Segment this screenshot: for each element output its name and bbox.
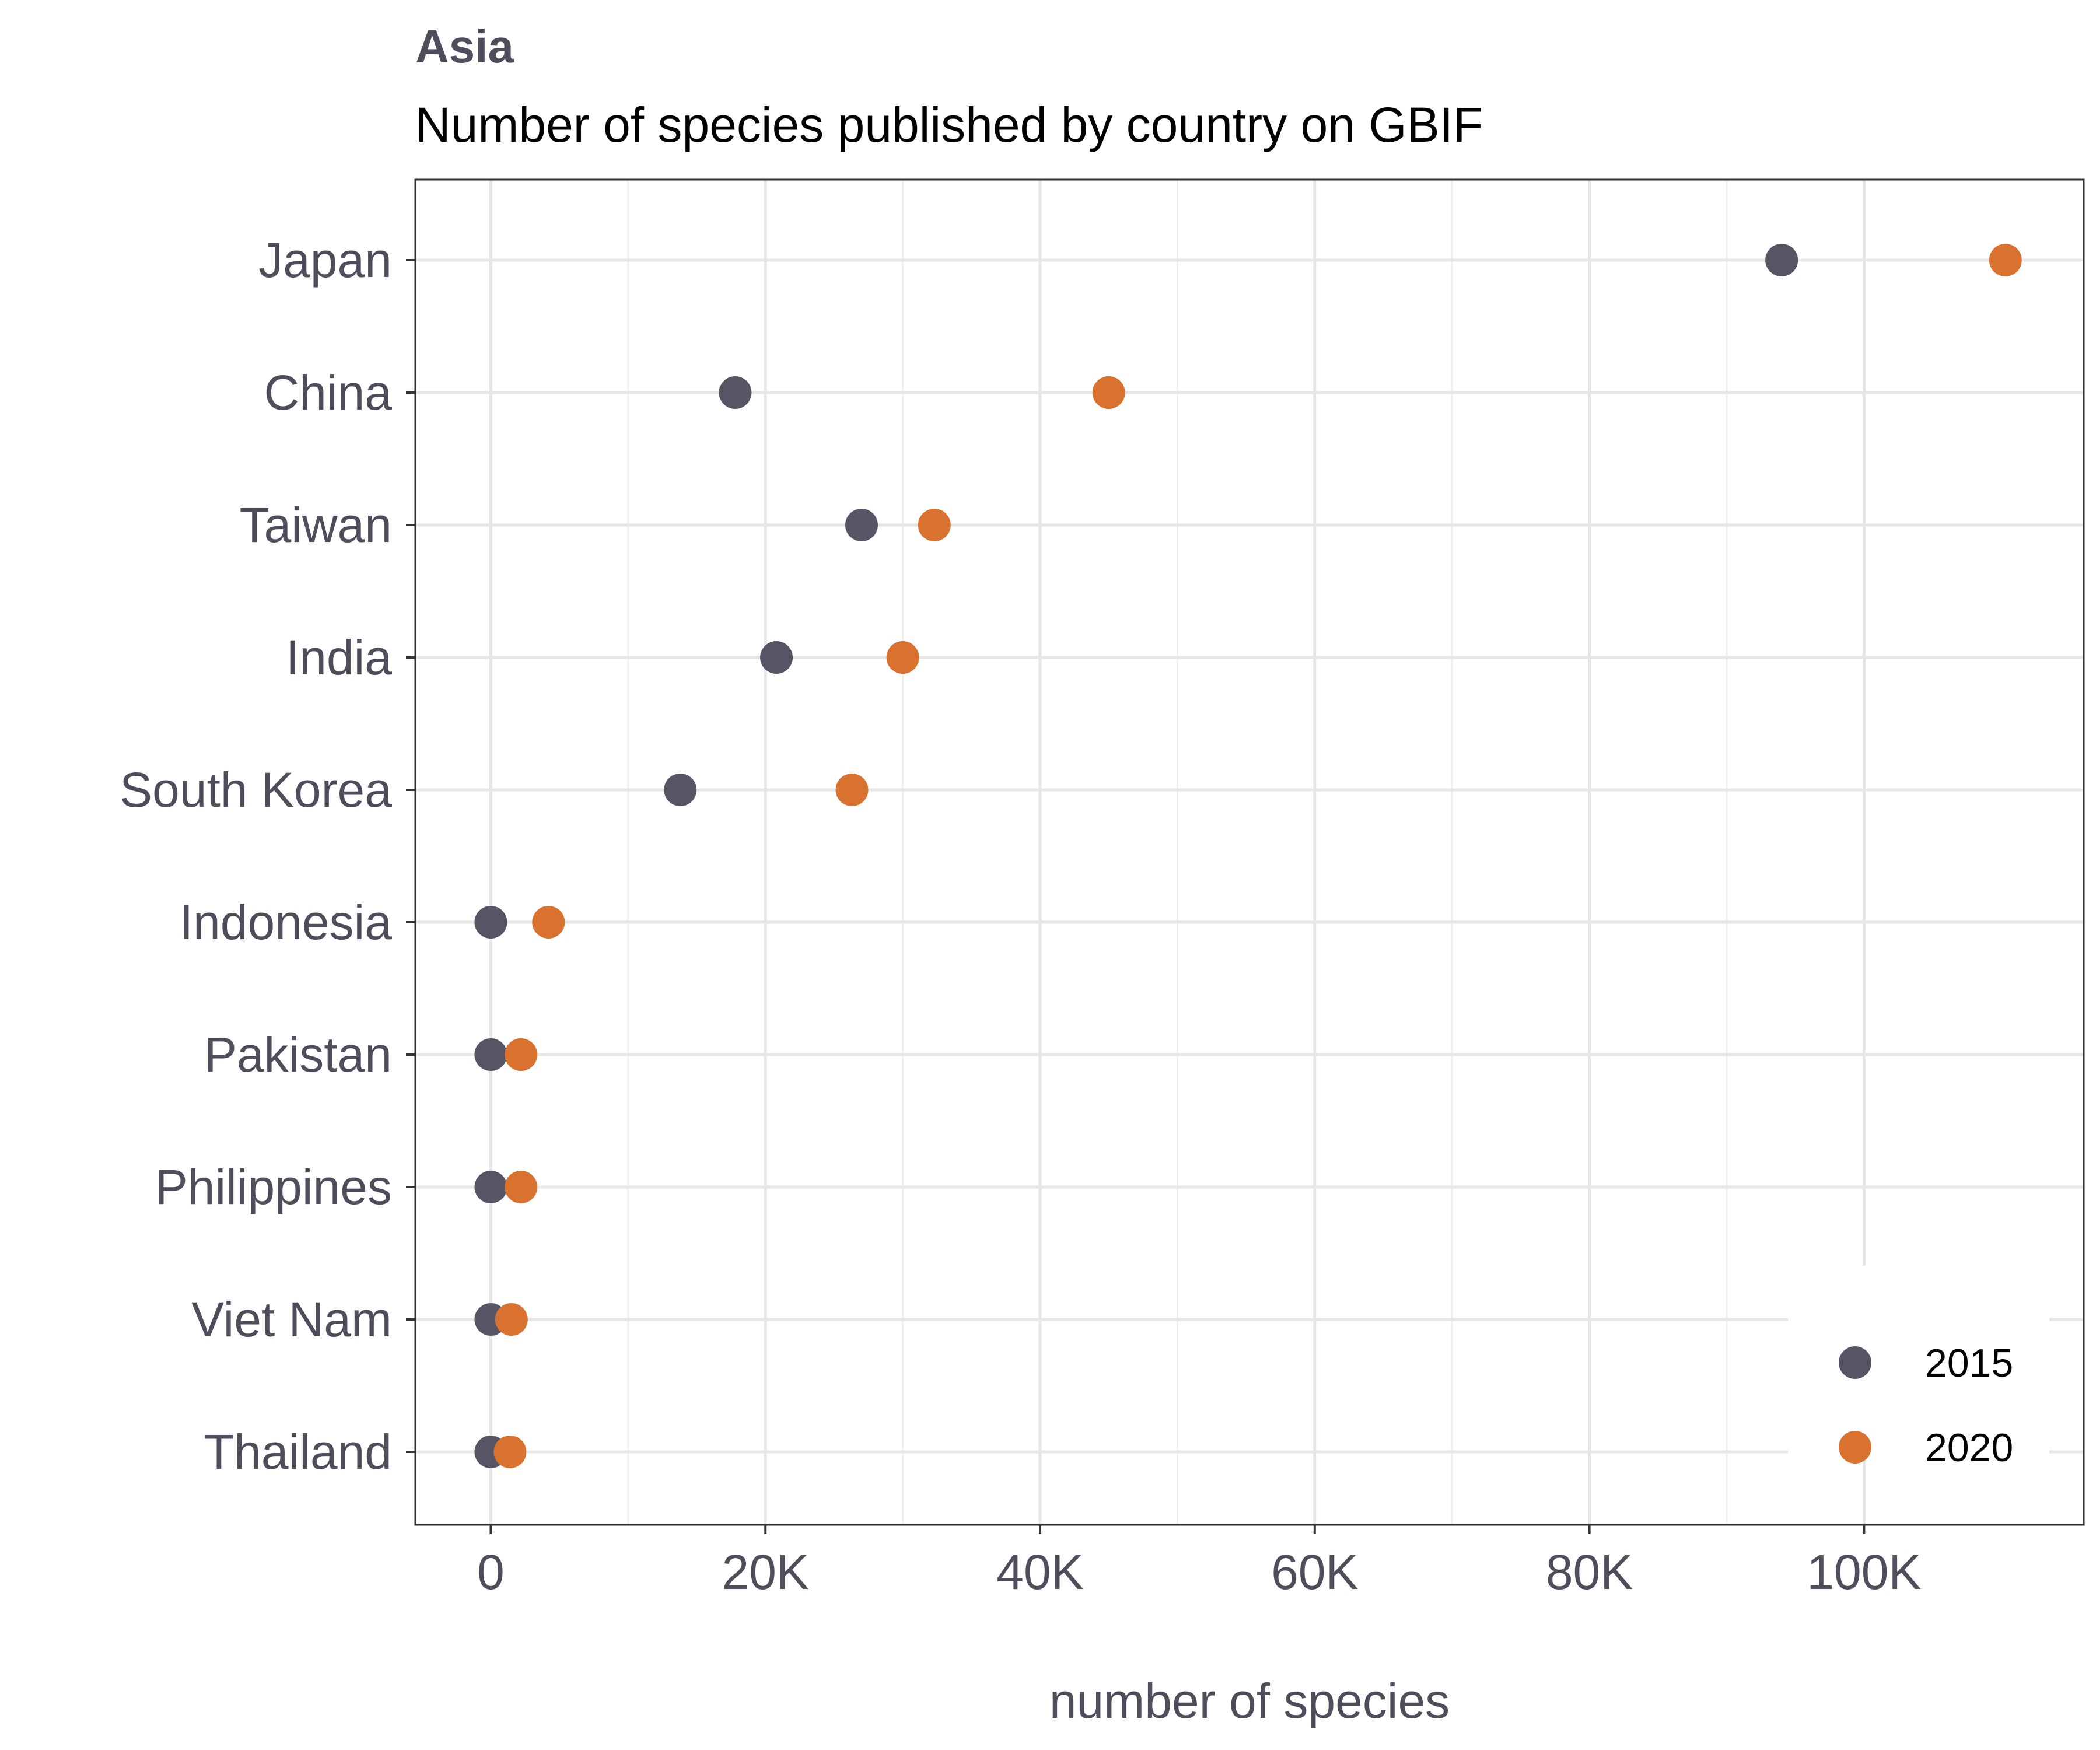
legend-background <box>1788 1266 2049 1458</box>
point-2020 <box>835 774 869 806</box>
x-tick-label: 0 <box>477 1545 505 1600</box>
point-2020 <box>918 509 951 541</box>
point-2015 <box>664 774 697 806</box>
plot-panel-border <box>414 178 2085 1526</box>
y-tick-label: China <box>264 365 393 420</box>
chart-subtitle: Number of species published by country o… <box>415 97 1483 152</box>
y-tick-label: Pakistan <box>204 1027 392 1082</box>
point-2015 <box>719 376 752 409</box>
y-tick-label: Philippines <box>155 1160 392 1214</box>
y-tick-label: South Korea <box>120 762 392 817</box>
y-tick-label: Indonesia <box>180 895 393 950</box>
y-tick-label: India <box>286 630 392 685</box>
point-2015 <box>760 641 793 674</box>
data-points <box>474 244 2022 1468</box>
y-tick-label: Taiwan <box>240 498 392 552</box>
point-2015 <box>845 509 878 541</box>
x-axis-label: number of species <box>1049 1674 1450 1728</box>
legend-key-2015 <box>1839 1346 1871 1379</box>
x-tick-label: 80K <box>1546 1545 1633 1600</box>
legend-label: 2015 <box>1925 1341 2013 1385</box>
point-2020 <box>505 1171 538 1203</box>
point-2020 <box>505 1038 538 1071</box>
y-tick-label: Japan <box>258 233 392 288</box>
point-2015 <box>474 1171 508 1203</box>
gridlines <box>415 180 2084 1525</box>
x-tick-label: 20K <box>722 1545 809 1600</box>
legend: 2015 2020 <box>1788 1266 2049 1470</box>
point-2015 <box>474 1038 508 1071</box>
x-tick-label: 60K <box>1271 1545 1358 1600</box>
x-axis: 0 20K 40K 60K 80K 100K <box>477 1525 1921 1600</box>
x-tick-label: 40K <box>996 1545 1083 1600</box>
chart-title: Asia <box>415 20 514 72</box>
point-2020 <box>495 1303 528 1336</box>
y-tick-label: Thailand <box>204 1424 392 1479</box>
legend-label: 2020 <box>1925 1426 2013 1470</box>
y-axis: Japan China Taiwan India South Korea Indonesi… <box>120 233 415 1479</box>
legend-key-2020 <box>1839 1431 1871 1464</box>
point-2020 <box>886 641 919 674</box>
y-tick-label: Viet Nam <box>191 1292 392 1347</box>
point-2015 <box>474 906 508 939</box>
point-2015 <box>1765 244 1798 276</box>
point-2020 <box>1092 376 1125 409</box>
point-2020 <box>1989 244 2022 276</box>
x-tick-label: 100K <box>1807 1545 1921 1600</box>
point-2020 <box>532 906 565 939</box>
point-2020 <box>494 1436 527 1468</box>
